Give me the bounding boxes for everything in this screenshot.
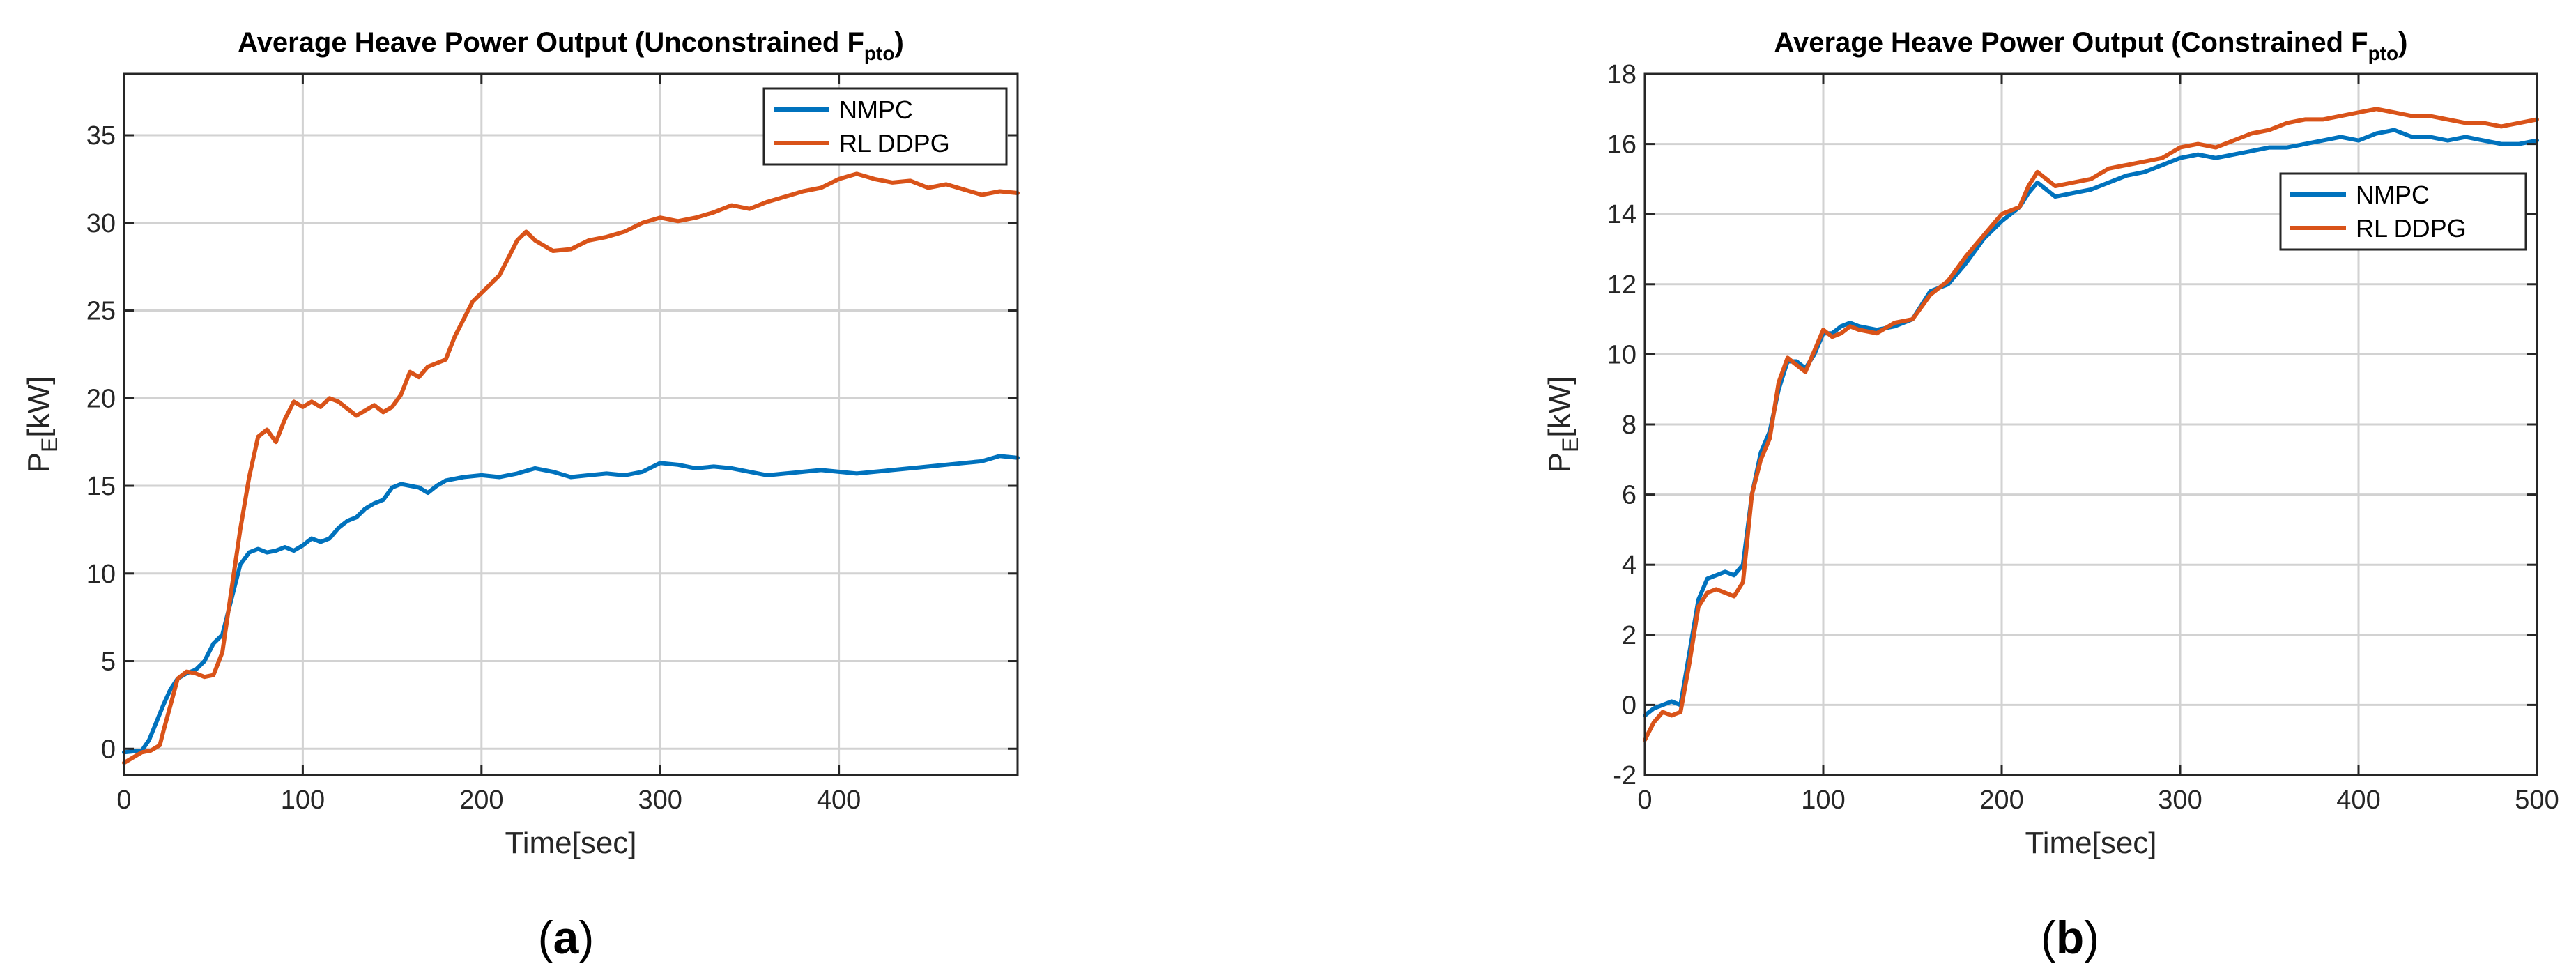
chart-title-main: Average Heave Power Output (Constrained … xyxy=(1774,27,2368,58)
x-tick-label: 100 xyxy=(1801,786,1845,815)
y-tick-label: 14 xyxy=(1607,200,1636,229)
legend-box xyxy=(2279,172,2527,251)
y-tick-label: 10 xyxy=(1607,340,1636,369)
chart-title-subscript: pto xyxy=(2368,43,2399,64)
chart-title-main: Average Heave Power Output (Unconstraine… xyxy=(238,27,864,58)
y-axis-label: PE[kW] xyxy=(1542,376,1583,473)
x-axis-label: Time[sec] xyxy=(505,826,636,860)
x-tick-label: 0 xyxy=(116,786,131,815)
y-tick-label: 0 xyxy=(1622,691,1636,720)
y-tick-label: 6 xyxy=(1622,481,1636,510)
x-tick-label: 200 xyxy=(459,786,503,815)
legend-label: NMPC xyxy=(2356,181,2430,209)
legend-label: RL DDPG xyxy=(2356,214,2467,243)
chart-title: Average Heave Power Output (Constrained … xyxy=(1774,27,2408,64)
y-tick-label: 16 xyxy=(1607,130,1636,160)
subfigure-caption: (b) xyxy=(2041,912,2099,963)
legend: NMPC RL DDPG xyxy=(762,87,1008,166)
subfigure-caption-letter: b xyxy=(2056,912,2084,963)
y-tick-label: -2 xyxy=(1613,761,1636,790)
y-tick-label: 4 xyxy=(1622,551,1636,580)
x-axis-label: Time[sec] xyxy=(2025,826,2156,860)
y-axis-label-subscript: E xyxy=(1558,438,1583,452)
y-tick-label: 25 xyxy=(86,297,116,326)
y-axis-label: PE[kW] xyxy=(22,376,62,473)
y-tick-label: 5 xyxy=(101,648,116,677)
chart-panel-b: 0 100 200 300 400 500-2024681012141618Average… xyxy=(1542,27,2559,963)
chart-title-suffix: ) xyxy=(894,27,903,58)
x-tick-label: 500 xyxy=(2515,786,2559,815)
x-tick-label: 100 xyxy=(281,786,325,815)
axes-box xyxy=(123,72,1019,776)
chart-title: Average Heave Power Output (Unconstraine… xyxy=(238,27,904,64)
chart-title-subscript: pto xyxy=(864,43,895,64)
y-axis-label-main: P xyxy=(22,452,56,473)
y-tick-label: 20 xyxy=(86,384,116,413)
y-axis-label-suffix: [kW] xyxy=(22,376,56,438)
y-tick-label: 15 xyxy=(86,472,116,501)
y-tick-label: 30 xyxy=(86,209,116,238)
y-tick-label: 10 xyxy=(86,560,116,589)
x-tick-label: 300 xyxy=(638,786,682,815)
series-line-rl-ddpg xyxy=(122,171,1020,765)
x-tick-label: 200 xyxy=(1979,786,2023,815)
y-tick-label: 12 xyxy=(1607,270,1636,300)
legend-label: NMPC xyxy=(839,95,913,124)
series-line-nmpc xyxy=(1643,128,2539,718)
subfigure-caption-letter: a xyxy=(553,912,580,963)
subfigure-caption: (a) xyxy=(538,912,595,963)
series-line-rl-ddpg xyxy=(1643,107,2539,742)
legend-label: RL DDPG xyxy=(839,129,950,158)
y-tick-label: 18 xyxy=(1607,60,1636,89)
legend-box xyxy=(762,87,1008,166)
plot-area xyxy=(124,74,1018,775)
y-tick-label: 35 xyxy=(86,121,116,151)
y-axis-label-subscript: E xyxy=(37,438,62,452)
y-tick-label: 0 xyxy=(101,735,116,764)
y-tick-label: 8 xyxy=(1622,411,1636,440)
y-axis-label-suffix: [kW] xyxy=(1542,376,1577,438)
chart-panel-a: 0 100 200 300 400 0 5 10 15 20 25 30 35 Average Heave… xyxy=(22,27,1020,963)
legend: NMPC RL DDPG xyxy=(2279,172,2527,251)
y-tick-label: 2 xyxy=(1622,621,1636,650)
y-axis-label-main: P xyxy=(1542,452,1577,473)
x-tick-label: 400 xyxy=(2336,786,2380,815)
x-tick-label: 0 xyxy=(1637,786,1652,815)
x-tick-label: 300 xyxy=(2158,786,2202,815)
chart-title-suffix: ) xyxy=(2398,27,2407,58)
x-tick-label: 400 xyxy=(817,786,861,815)
